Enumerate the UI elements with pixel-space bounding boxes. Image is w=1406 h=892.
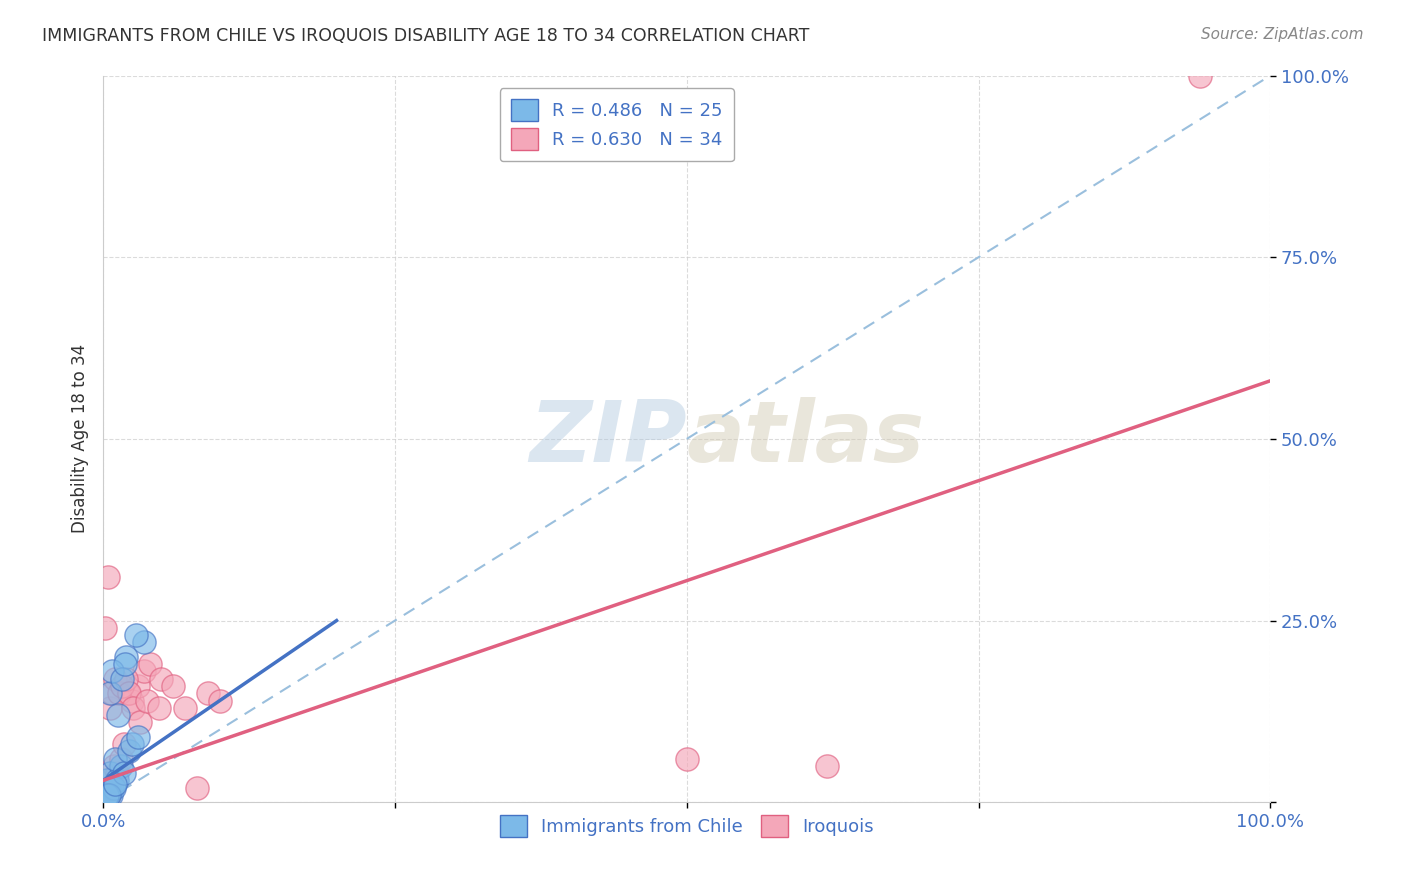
Point [112, 766, 135, 780]
Point [101, 665, 124, 679]
Point [96, 780, 118, 795]
Point [150, 672, 173, 686]
Point [97, 570, 120, 584]
Point [110, 759, 132, 773]
Point [100, 773, 122, 788]
Point [139, 657, 162, 672]
Point [98, 788, 121, 802]
Point [129, 715, 152, 730]
Point [103, 759, 125, 773]
Point [118, 686, 141, 700]
Point [101, 686, 124, 700]
Point [98, 686, 121, 700]
Point [114, 657, 136, 672]
Point [115, 649, 138, 664]
Y-axis label: Disability Age 18 to 34: Disability Age 18 to 34 [72, 344, 89, 533]
Text: atlas: atlas [686, 398, 925, 481]
Point [104, 672, 127, 686]
Point [122, 700, 145, 714]
Point [118, 744, 141, 758]
Text: IMMIGRANTS FROM CHILE VS IROQUOIS DISABILITY AGE 18 TO 34 CORRELATION CHART: IMMIGRANTS FROM CHILE VS IROQUOIS DISABI… [42, 27, 810, 45]
Point [96, 788, 118, 802]
Legend: Immigrants from Chile, Iroquois: Immigrants from Chile, Iroquois [492, 807, 882, 844]
Point [115, 672, 138, 686]
Point [111, 672, 134, 686]
Point [97, 788, 120, 802]
Point [107, 708, 129, 723]
Text: ZIP: ZIP [529, 398, 686, 481]
Point [173, 700, 195, 714]
Point [94, 621, 117, 635]
Point [101, 780, 124, 795]
Point [105, 773, 128, 788]
Point [675, 752, 697, 766]
Point [111, 679, 134, 693]
Point [132, 635, 155, 649]
Point [121, 693, 143, 707]
Point [104, 752, 127, 766]
Point [110, 752, 132, 766]
Point [208, 693, 231, 707]
Point [98, 788, 121, 802]
Point [127, 679, 149, 693]
Point [136, 693, 159, 707]
Point [100, 788, 122, 802]
Point [1189, 69, 1212, 83]
Point [98, 780, 121, 795]
Point [121, 737, 143, 751]
Point [117, 686, 139, 700]
Point [112, 737, 135, 751]
Point [186, 780, 208, 795]
Point [103, 780, 125, 795]
Point [132, 665, 155, 679]
Point [815, 759, 838, 773]
Point [105, 766, 128, 780]
Point [104, 777, 127, 791]
Text: Source: ZipAtlas.com: Source: ZipAtlas.com [1201, 27, 1364, 42]
Point [98, 766, 121, 780]
Point [125, 628, 148, 642]
Point [197, 686, 219, 700]
Point [108, 686, 131, 700]
Point [162, 679, 184, 693]
Point [127, 730, 149, 744]
Point [98, 700, 121, 714]
Point [96, 773, 118, 788]
Point [148, 700, 170, 714]
